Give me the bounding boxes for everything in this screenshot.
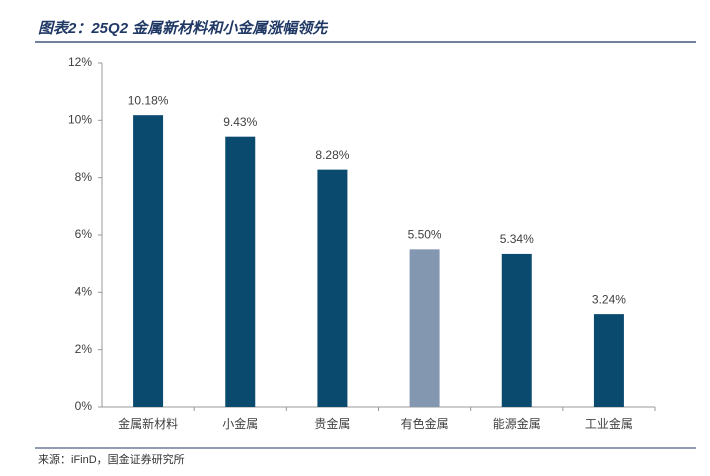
x-tick-label: 小金属: [222, 416, 258, 431]
y-tick-label: 12%: [68, 55, 92, 69]
y-tick-label: 2%: [75, 342, 93, 356]
x-tick-label: 能源金属: [493, 416, 541, 431]
bar: [501, 253, 532, 407]
y-tick-label: 10%: [68, 113, 92, 127]
y-tick-label: 0%: [75, 399, 93, 413]
source: 来源：iFinD，国金证券研究所: [38, 452, 185, 466]
bar: [225, 136, 256, 407]
value-label: 3.24%: [592, 292, 626, 306]
y-tick-label: 6%: [75, 227, 93, 241]
chart-title: 图表2：25Q2 金属新材料和小金属涨幅领先: [38, 19, 329, 37]
y-tick-label: 4%: [75, 285, 93, 299]
bar: [593, 314, 624, 407]
x-tick-label: 金属新材料: [118, 416, 178, 431]
y-tick-label: 8%: [75, 170, 93, 184]
x-tick-label: 有色金属: [401, 416, 449, 431]
value-label: 5.34%: [500, 232, 534, 246]
value-label: 8.28%: [315, 148, 349, 162]
bar: [133, 115, 164, 407]
bar: [409, 249, 440, 407]
x-tick-label: 工业金属: [585, 416, 633, 431]
value-label: 5.50%: [408, 228, 442, 242]
value-label: 10.18%: [128, 93, 169, 107]
bar: [317, 169, 348, 407]
value-label: 9.43%: [223, 115, 257, 129]
x-tick-label: 贵金属: [314, 416, 350, 431]
